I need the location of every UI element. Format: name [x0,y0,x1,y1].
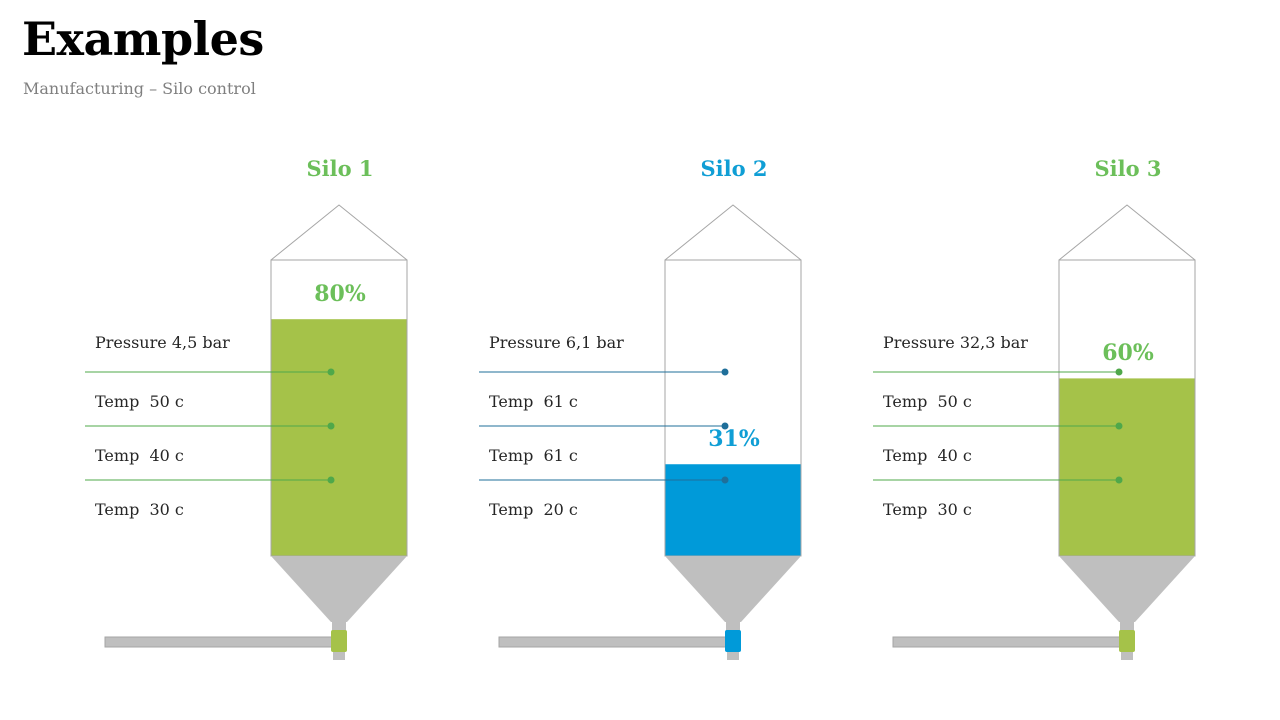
silo-neck [726,622,740,632]
silo-neck [332,622,346,632]
sensor-dot [327,368,335,376]
sensor-dot [327,422,335,430]
pressure-reading: Pressure 6,1 bar [489,333,624,352]
valve [1119,630,1135,652]
silo-2: Silo 2 31% Pressure 6,1 bar Temp 61 c Temp 6… [479,150,873,670]
valve-outlet [1121,652,1133,660]
temperature-reading: Temp 61 c [489,446,578,465]
temperature-reading: Temp 30 c [95,500,184,519]
valve-outlet [727,652,739,660]
silo-title: Silo 2 [700,156,768,181]
sensor-dot [1115,476,1123,484]
silo-title: Silo 3 [1094,156,1162,181]
silo-neck [1120,622,1134,632]
valve-outlet [333,652,345,660]
sensor-dot [1115,422,1123,430]
temperature-reading: Temp 30 c [883,500,972,519]
silo-hopper [1059,556,1195,622]
silo-roof [1058,204,1196,261]
pressure-reading: Pressure 4,5 bar [95,333,230,352]
temperature-reading: Temp 40 c [95,446,184,465]
silo-hopper [271,556,407,622]
silo-3: Silo 3 60% Pressure 32,3 bar Temp 50 c Temp … [873,150,1267,670]
temperature-reading: Temp 40 c [883,446,972,465]
silo-diagram [479,204,802,660]
valve [725,630,741,652]
valve [331,630,347,652]
discharge-pipe [104,636,340,648]
silo-fill-level [665,464,801,556]
silo-1: Silo 1 80% Pressure 4,5 bar Temp 50 c Temp 4… [85,150,479,670]
discharge-pipe [892,636,1128,648]
sensor-dot [327,476,335,484]
temperature-reading: Temp 50 c [883,392,972,411]
silo-hopper [665,556,801,622]
discharge-pipe [498,636,734,648]
fill-percentage: 80% [314,281,366,308]
silo-roof [270,204,408,261]
silo-fill-level [271,319,407,556]
sensor-dot [721,368,729,376]
pressure-reading: Pressure 32,3 bar [883,333,1028,352]
page-subtitle: Manufacturing – Silo control [23,79,256,98]
temperature-reading: Temp 50 c [95,392,184,411]
silo-fill-level [1059,378,1195,556]
temperature-reading: Temp 20 c [489,500,578,519]
fill-percentage: 31% [708,426,760,453]
silo-diagram [85,204,408,660]
sensor-dot [721,476,729,484]
page-title: Examples [22,12,264,66]
silo-diagram [873,204,1196,660]
temperature-reading: Temp 61 c [489,392,578,411]
silo-title: Silo 1 [306,156,374,181]
fill-percentage: 60% [1102,340,1154,367]
sensor-dot [721,422,729,430]
sensor-dot [1115,368,1123,376]
silo-roof [664,204,802,261]
